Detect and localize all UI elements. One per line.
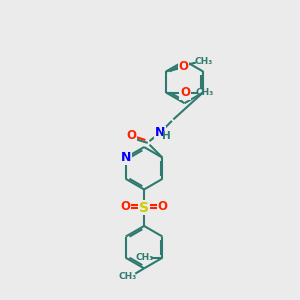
Text: O: O xyxy=(179,60,189,73)
Text: O: O xyxy=(121,200,131,213)
Text: CH₃: CH₃ xyxy=(194,57,213,66)
Text: O: O xyxy=(158,200,167,213)
Text: N: N xyxy=(121,151,131,164)
Text: S: S xyxy=(139,201,149,215)
Text: O: O xyxy=(126,129,136,142)
Text: CH₃: CH₃ xyxy=(195,88,214,97)
Text: N: N xyxy=(155,126,165,139)
Text: O: O xyxy=(180,86,190,99)
Text: H: H xyxy=(162,130,171,141)
Text: CH₃: CH₃ xyxy=(136,253,154,262)
Text: CH₃: CH₃ xyxy=(119,272,137,281)
